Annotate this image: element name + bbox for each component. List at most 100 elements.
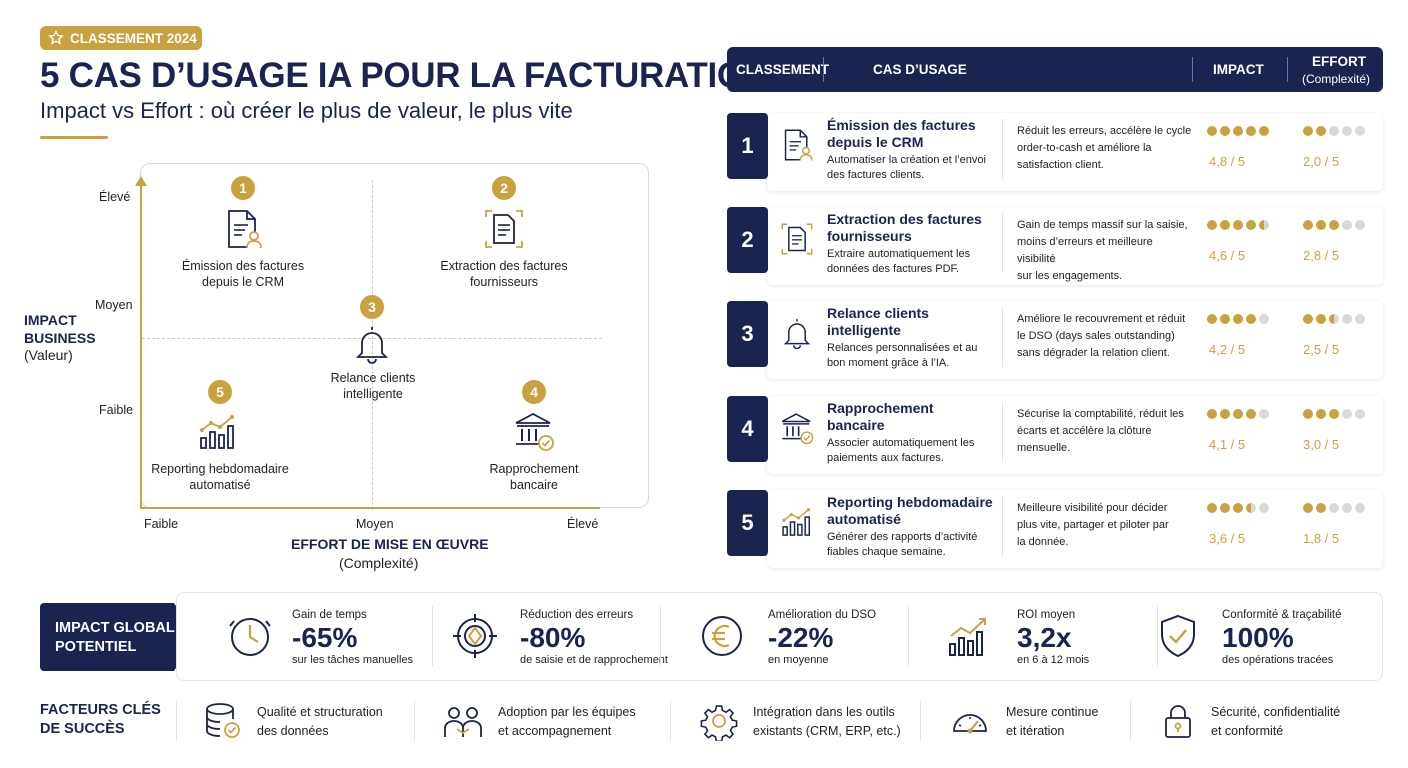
success-factor-label-line: Adoption par les équipes bbox=[498, 705, 636, 719]
use-case-benefit-line: Sécurise la comptabilité, réduit les bbox=[1017, 408, 1184, 420]
use-case-benefit-line: mensuelle. bbox=[1017, 442, 1071, 454]
x-axis-subtitle: (Complexité) bbox=[339, 555, 419, 571]
use-case-title-line: Émission des factures bbox=[827, 117, 976, 133]
impact-rating-dot bbox=[1220, 220, 1230, 230]
effort-rating-dot bbox=[1329, 126, 1339, 136]
kpi-label: Amélioration du DSO bbox=[768, 609, 877, 621]
impact-rating-dot bbox=[1246, 220, 1256, 230]
impact-rating-dot bbox=[1233, 126, 1243, 136]
factor-separator bbox=[920, 701, 921, 741]
use-case-benefit: Réduit les erreurs, accélère le cycle ord… bbox=[1017, 123, 1192, 174]
use-case-row-3: 3 Relance clients intelligente Relances per… bbox=[727, 301, 1383, 383]
success-factor-label-line: Sécurité, confidentialité bbox=[1211, 705, 1341, 719]
matrix-item-2-label-line1: Extraction des factures bbox=[440, 259, 568, 273]
use-case-title-line: bancaire bbox=[827, 417, 885, 433]
impact-rating-dot bbox=[1207, 409, 1217, 419]
team-icon bbox=[443, 701, 483, 741]
title-underline bbox=[40, 136, 108, 139]
effort-rating-dot bbox=[1355, 409, 1365, 419]
row-separator bbox=[1002, 307, 1003, 367]
use-case-description-line: Associer automatiquement les bbox=[827, 437, 975, 449]
y-axis-title: IMPACT BUSINESS bbox=[24, 311, 96, 347]
document-scan-icon bbox=[779, 221, 815, 257]
row-separator bbox=[1002, 119, 1003, 179]
use-case-description-line: fiables chaque semaine. bbox=[827, 546, 946, 558]
effort-rating-dot bbox=[1303, 220, 1313, 230]
kpi-separator bbox=[908, 606, 909, 666]
matrix-item-4-label: Rapprochement bancaire bbox=[449, 461, 619, 493]
x-axis-title: EFFORT DE MISE EN ŒUVRE bbox=[291, 536, 489, 552]
kpi-label: Réduction des erreurs bbox=[520, 609, 634, 621]
header-effort-subtitle: (Complexité) bbox=[1302, 72, 1371, 86]
effort-rating-dot bbox=[1303, 126, 1313, 136]
impact-rating-dot bbox=[1259, 220, 1269, 230]
matrix-horizontal-divider bbox=[142, 338, 602, 339]
impact-rating-dot bbox=[1233, 220, 1243, 230]
matrix-item-5-label: Reporting hebdomadaire automatisé bbox=[135, 461, 305, 493]
y-tick-low: Faible bbox=[99, 403, 134, 417]
x-tick-high: Élevé bbox=[567, 517, 599, 531]
success-factors-title-line1: FACTEURS CLÉS bbox=[40, 702, 161, 718]
use-case-benefit: Gain de temps massif sur la saisie, moins… bbox=[1017, 217, 1192, 285]
kpi-label: Conformité & traçabilité bbox=[1222, 609, 1342, 621]
matrix-item-1-number: 1 bbox=[231, 176, 255, 200]
impact-rating-dot bbox=[1207, 503, 1217, 513]
use-case-description-line: paiements aux factures. bbox=[827, 452, 944, 464]
effort-rating-dot bbox=[1342, 314, 1352, 324]
effort-rating-dot bbox=[1316, 409, 1326, 419]
success-factor-label: Adoption par les équipes et accompagnemen… bbox=[498, 703, 636, 741]
gauge-icon bbox=[950, 701, 990, 741]
impact-rating-dot bbox=[1246, 314, 1256, 324]
badge-label: CLASSEMENT 2024 bbox=[70, 30, 197, 46]
header-separator bbox=[1192, 57, 1193, 82]
matrix-item-5-number: 5 bbox=[208, 380, 232, 404]
success-factor-label: Mesure continue et itération bbox=[1006, 703, 1098, 741]
gear-icon bbox=[699, 701, 739, 741]
use-case-title-line: fournisseurs bbox=[827, 228, 912, 244]
kpi-value: -22% bbox=[768, 622, 834, 653]
impact-rating-dot bbox=[1220, 314, 1230, 324]
use-case-benefit-line: plus vite, partager et piloter par bbox=[1017, 519, 1169, 531]
header-separator bbox=[823, 57, 824, 82]
kpi-separator bbox=[432, 606, 433, 666]
use-case-description-line: Extraire automatiquement les bbox=[827, 248, 971, 260]
effort-rating-dots bbox=[1303, 314, 1365, 324]
effort-score: 2,5 / 5 bbox=[1303, 342, 1340, 357]
rank-number: 4 bbox=[727, 396, 768, 462]
impact-rating-dot bbox=[1259, 314, 1269, 324]
effort-rating-dot bbox=[1303, 503, 1313, 513]
impact-rating-dots bbox=[1207, 503, 1269, 513]
matrix-item-4-label-line1: Rapprochement bbox=[489, 462, 579, 476]
use-case-description: Relances personnalisées et au bon moment … bbox=[827, 341, 997, 371]
kpi-value: -65% bbox=[292, 622, 358, 653]
use-case-description: Automatiser la création et l’envoi des fa… bbox=[827, 153, 997, 183]
impact-rating-dot bbox=[1220, 126, 1230, 136]
kpi-value: 3,2x bbox=[1017, 622, 1072, 653]
use-case-description-line: Générer des rapports d’activité bbox=[827, 531, 978, 543]
x-axis bbox=[140, 507, 600, 509]
impact-score: 4,6 / 5 bbox=[1209, 248, 1246, 263]
use-case-benefit-line: Réduit les erreurs, accélère le cycle bbox=[1017, 125, 1192, 137]
matrix-item-3-label-line1: Relance clients bbox=[330, 371, 416, 385]
impact-rating-dot bbox=[1220, 503, 1230, 513]
use-case-benefit-line: le DSO (days sales outstanding) bbox=[1017, 330, 1175, 342]
clock-icon bbox=[226, 612, 274, 660]
effort-score: 1,8 / 5 bbox=[1303, 531, 1340, 546]
success-factor-label: Intégration dans les outils existants (CR… bbox=[753, 703, 901, 741]
y-tick-medium: Moyen bbox=[95, 298, 133, 312]
y-axis-title-line2: BUSINESS bbox=[24, 330, 96, 346]
kpi-value: -80% bbox=[520, 622, 586, 653]
kpi-label: ROI moyen bbox=[1017, 609, 1076, 621]
use-case-title-line: automatisé bbox=[827, 511, 901, 527]
impact-rating-dots bbox=[1207, 409, 1269, 419]
ranking-badge: CLASSEMENT 2024 bbox=[40, 26, 202, 50]
use-case-description-line: données des factures PDF. bbox=[827, 263, 960, 275]
effort-rating-dot bbox=[1329, 314, 1339, 324]
kpi-subtitle: en moyenne bbox=[768, 654, 829, 666]
bank-check-icon bbox=[779, 410, 815, 446]
row-separator bbox=[1002, 402, 1003, 462]
matrix-item-2-label: Extraction des factures fournisseurs bbox=[419, 258, 589, 290]
invoice-user-icon bbox=[779, 127, 815, 163]
growth-chart-icon bbox=[945, 612, 993, 660]
effort-rating-dots bbox=[1303, 503, 1365, 513]
